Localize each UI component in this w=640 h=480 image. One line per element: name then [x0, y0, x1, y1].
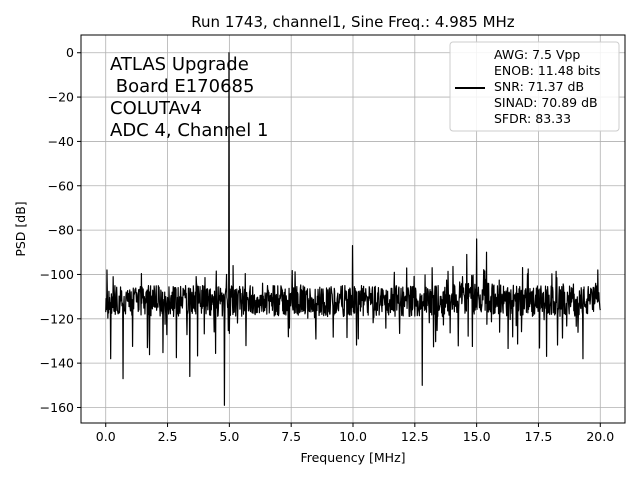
board-annotation: ATLAS Upgrade Board E170685 COLUTAv4 ADC… [110, 54, 268, 141]
annotation-line-1: ATLAS Upgrade [110, 54, 249, 75]
annotation-line-2: Board E170685 [110, 76, 254, 97]
y-tick-label: −100 [40, 267, 74, 282]
annotation-line-3: COLUTAv4 [110, 98, 202, 119]
legend-line-4: SINAD: 70.89 dB [494, 95, 598, 110]
y-tick-label: 0 [66, 45, 74, 60]
legend-line-1: AWG: 7.5 Vpp [494, 47, 580, 62]
legend-line-2: ENOB: 11.48 bits [494, 63, 600, 78]
x-tick-label: 7.5 [281, 429, 301, 444]
x-tick-label: 15.0 [463, 429, 491, 444]
y-axis: 0 −20 −40 −60 −80 −100 −120 −140 −160 [40, 45, 81, 415]
y-tick-label: −80 [48, 223, 74, 238]
x-tick-label: 12.5 [401, 429, 429, 444]
y-tick-label: −40 [48, 134, 74, 149]
x-axis: 0.0 2.5 5.0 7.5 10.0 12.5 15.0 17.5 20.0 [96, 423, 614, 444]
y-tick-label: −20 [48, 90, 74, 105]
chart-title: Run 1743, channel1, Sine Freq.: 4.985 MH… [191, 13, 515, 31]
x-tick-label: 10.0 [339, 429, 367, 444]
x-tick-label: 5.0 [219, 429, 239, 444]
y-tick-label: −160 [40, 400, 74, 415]
trace-layer [105, 52, 601, 406]
legend-box [449, 41, 620, 132]
annotation-line-4: ADC 4, Channel 1 [110, 120, 268, 141]
psd-trace [105, 52, 601, 406]
legend-line-3: SNR: 71.37 dB [494, 79, 584, 94]
x-tick-label: 20.0 [586, 429, 614, 444]
x-tick-label: 2.5 [158, 429, 178, 444]
y-tick-label: −140 [40, 356, 74, 371]
x-tick-label: 0.0 [96, 429, 116, 444]
x-tick-label: 17.5 [525, 429, 553, 444]
legend: AWG: 7.5 Vpp ENOB: 11.48 bits SNR: 71.37… [449, 41, 620, 132]
y-axis-label: PSD [dB] [13, 201, 28, 256]
y-tick-label: −120 [40, 311, 74, 326]
legend-line-5: SFDR: 83.33 [494, 111, 571, 126]
x-axis-label: Frequency [MHz] [300, 450, 405, 465]
y-tick-label: −60 [48, 178, 74, 193]
